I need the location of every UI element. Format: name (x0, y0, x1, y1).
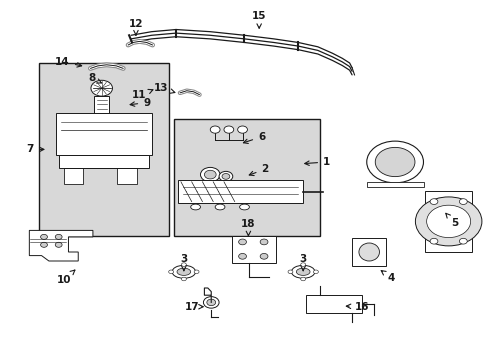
Ellipse shape (177, 268, 190, 275)
Text: 2: 2 (249, 164, 268, 176)
Ellipse shape (296, 268, 309, 275)
Bar (366, 182, 424, 187)
Circle shape (91, 80, 112, 96)
Circle shape (459, 238, 466, 244)
Bar (56, 113, 151, 155)
Bar (232, 236, 276, 263)
Text: 16: 16 (346, 302, 368, 312)
Text: 11: 11 (132, 89, 153, 100)
Circle shape (426, 205, 469, 238)
Text: 12: 12 (128, 19, 143, 35)
Text: 9: 9 (130, 98, 150, 108)
Text: 17: 17 (184, 302, 203, 312)
Text: 8: 8 (88, 73, 102, 84)
Circle shape (313, 270, 318, 274)
Text: 4: 4 (381, 271, 394, 283)
Ellipse shape (291, 265, 314, 278)
Circle shape (55, 242, 62, 247)
Ellipse shape (358, 243, 379, 261)
Text: 14: 14 (55, 57, 81, 67)
Polygon shape (29, 230, 93, 261)
Text: 7: 7 (26, 144, 44, 154)
Circle shape (414, 197, 481, 246)
Text: 3: 3 (180, 254, 187, 271)
Circle shape (238, 239, 246, 245)
Circle shape (287, 270, 292, 274)
Circle shape (200, 167, 220, 182)
Text: 6: 6 (243, 132, 264, 144)
Ellipse shape (239, 204, 249, 210)
Bar (178, 180, 303, 203)
Circle shape (429, 199, 437, 204)
Bar (94, 96, 109, 113)
Circle shape (374, 147, 414, 177)
Circle shape (260, 239, 267, 245)
Ellipse shape (215, 204, 224, 210)
Bar (173, 119, 320, 236)
Circle shape (260, 253, 267, 259)
Circle shape (224, 126, 233, 133)
Ellipse shape (172, 265, 195, 278)
Circle shape (459, 199, 466, 204)
Circle shape (429, 238, 437, 244)
Circle shape (55, 234, 62, 239)
Circle shape (204, 170, 216, 179)
Circle shape (203, 297, 219, 308)
Circle shape (238, 253, 246, 259)
Circle shape (181, 263, 186, 266)
Circle shape (366, 141, 423, 183)
Bar (39, 63, 168, 236)
Bar (425, 191, 471, 252)
Circle shape (168, 270, 173, 274)
Text: 1: 1 (304, 157, 329, 167)
Circle shape (222, 174, 229, 179)
Bar (59, 155, 149, 168)
Text: 10: 10 (56, 270, 75, 285)
Circle shape (41, 234, 47, 239)
Circle shape (194, 270, 199, 274)
Text: 5: 5 (445, 213, 457, 228)
Text: 15: 15 (251, 11, 266, 28)
Ellipse shape (190, 204, 200, 210)
Bar (63, 168, 83, 184)
Text: 13: 13 (154, 83, 175, 93)
Bar (117, 168, 137, 184)
Text: 3: 3 (299, 254, 306, 271)
Circle shape (206, 299, 215, 306)
Text: 18: 18 (241, 219, 255, 236)
Circle shape (181, 277, 186, 281)
Circle shape (210, 126, 220, 133)
Circle shape (300, 277, 305, 281)
Bar (305, 295, 361, 313)
Bar (351, 238, 386, 266)
Circle shape (219, 171, 232, 181)
Circle shape (237, 126, 247, 133)
Circle shape (41, 242, 47, 247)
Circle shape (300, 263, 305, 266)
